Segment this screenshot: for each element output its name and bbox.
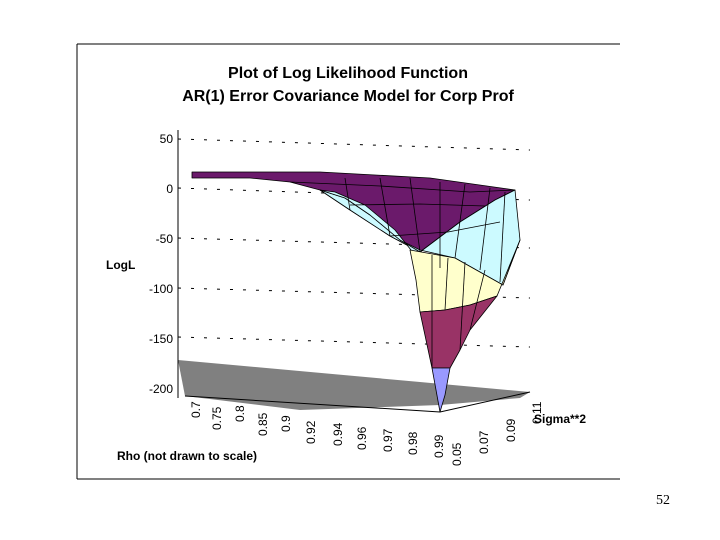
z-axis-label: LogL (106, 258, 135, 272)
page-number: 52 (656, 493, 670, 508)
x-tick-label: 0.98 (406, 431, 420, 455)
x-tick-label: 0.9 (279, 415, 293, 432)
surface (191, 171, 521, 413)
z-tick-label: 50 (160, 132, 174, 146)
floor-edges (184, 391, 531, 413)
x-tick-label: 0.97 (381, 428, 395, 452)
x-tick-label: 0.75 (210, 406, 224, 430)
x-axis-label: Rho (not drawn to scale) (117, 449, 257, 463)
z-ticks: 50 0 -50 -100 -150 -200 (149, 132, 173, 396)
x-tick-label: 0.85 (256, 412, 270, 436)
y-ticks: 0.05 0.07 0.09 0.11 (450, 401, 544, 466)
z-tick-label: -100 (149, 282, 173, 296)
surface-mesh (289, 177, 516, 368)
y-tick-label: 0.09 (504, 418, 518, 442)
x-tick-label: 0.99 (432, 434, 446, 458)
chart-subtitle: AR(1) Error Covariance Model for Corp Pr… (182, 88, 514, 105)
z-tick-label: 0 (166, 182, 173, 196)
y-axis-label: Sigma**2 (534, 412, 586, 426)
chart-frame (76, 43, 620, 480)
y-tick-label: 0.07 (477, 430, 491, 454)
x-tick-label: 0.96 (355, 426, 369, 450)
x-tick-label: 0.92 (304, 420, 318, 444)
x-tick-label: 0.7 (189, 401, 203, 418)
y-tick-label: 0.11 (530, 401, 544, 424)
z-tick-label: -50 (156, 232, 174, 246)
z-tick-label: -200 (149, 382, 173, 396)
y-tick-label: 0.05 (450, 442, 464, 466)
z-tick-label: -150 (149, 332, 173, 346)
floor-plane (178, 360, 530, 410)
x-tick-label: 0.94 (331, 422, 345, 446)
surface-band-blue (431, 367, 451, 413)
x-tick-label: 0.8 (233, 405, 247, 422)
chart-title: Plot of Log Likelihood Function (228, 65, 468, 82)
x-ticks: 0.7 0.75 0.8 0.85 0.9 0.92 0.94 0.96 0.9… (189, 401, 446, 458)
